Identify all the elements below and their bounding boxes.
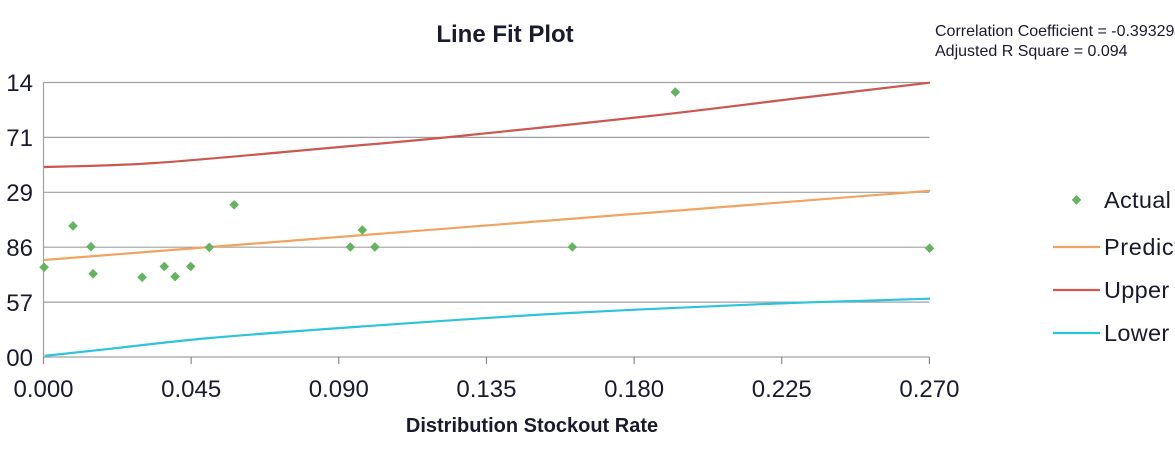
svg-text:Actual: Actual: [1104, 187, 1171, 213]
svg-text:Upper: Upper: [1104, 277, 1170, 303]
svg-text:Predicted: Predicted: [1104, 234, 1175, 260]
svg-text:Lower: Lower: [1104, 320, 1170, 346]
